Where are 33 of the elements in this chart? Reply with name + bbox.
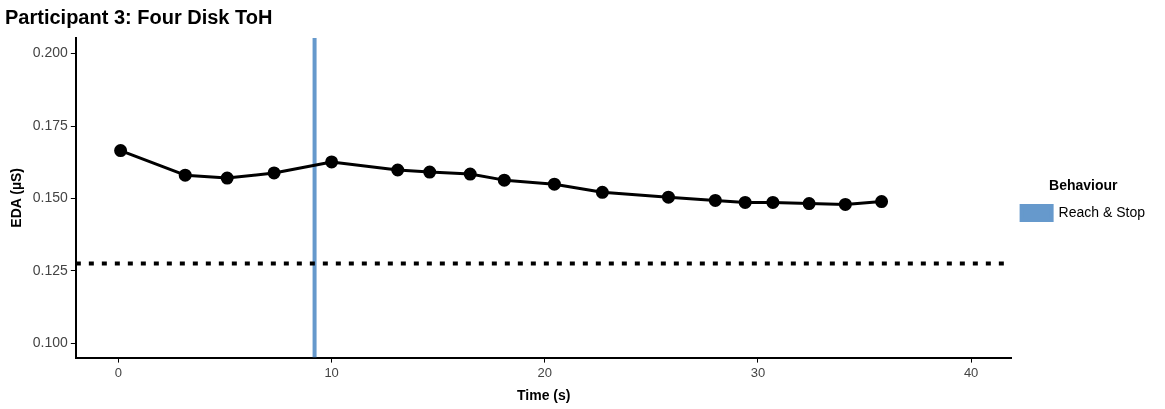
- point: [463, 167, 477, 181]
- chart-title: Participant 3: Four Disk ToH: [5, 5, 273, 28]
- y-tick-label: 0.100: [32, 333, 69, 350]
- x-tick-label: 10: [324, 364, 339, 380]
- y-tick-label: 0.200: [32, 44, 69, 61]
- legend-title: Behaviour: [1049, 176, 1119, 193]
- x-tick-label: 0: [114, 364, 123, 380]
- y-tick-label: 0.175: [32, 116, 69, 133]
- point: [738, 195, 752, 209]
- point: [547, 177, 561, 191]
- x-tick-label: 20: [537, 364, 553, 380]
- point: [661, 190, 675, 204]
- point: [802, 197, 816, 211]
- y-tick-label: 0.125: [32, 261, 69, 278]
- point: [178, 168, 192, 182]
- y-tick-label: 0.150: [32, 189, 69, 206]
- point: [595, 185, 609, 199]
- point: [766, 195, 780, 209]
- point: [325, 155, 339, 169]
- y-axis-title: EDA (µS): [8, 167, 25, 228]
- x-tick-label: 30: [750, 364, 766, 380]
- point: [114, 144, 128, 158]
- point: [220, 171, 234, 185]
- point: [391, 163, 405, 177]
- x-tick-label: 40: [963, 364, 979, 380]
- legend-label: Reach & Stop: [1058, 203, 1146, 220]
- x-axis-title: Time (s): [517, 387, 571, 404]
- point: [497, 173, 511, 187]
- point: [267, 166, 281, 180]
- point: [708, 193, 722, 207]
- point: [423, 165, 437, 179]
- point: [875, 195, 889, 209]
- point: [838, 197, 852, 211]
